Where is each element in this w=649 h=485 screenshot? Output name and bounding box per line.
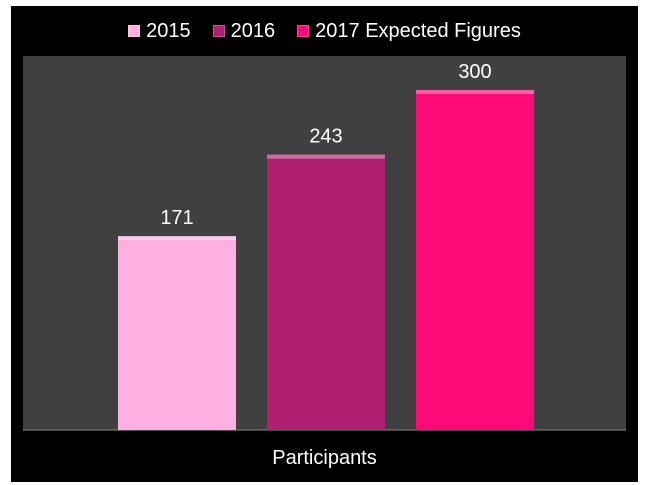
data-label-2015: 171 [160,207,193,229]
bar-2015 [118,236,236,430]
bar-highlight-2016 [267,155,385,159]
data-label-2017: 300 [458,61,491,83]
bar-highlight-2015 [118,236,236,240]
plot-area: 171 243 300 [11,6,638,482]
chart-frame: 2015 2016 2017 Expected Figures 171 243 30… [11,6,638,482]
bar-2016 [267,155,385,430]
bar-highlight-2017 [416,90,534,94]
data-label-2016: 243 [309,126,342,148]
bar-2017 [416,90,534,430]
x-axis-category-label: Participants [11,447,638,470]
